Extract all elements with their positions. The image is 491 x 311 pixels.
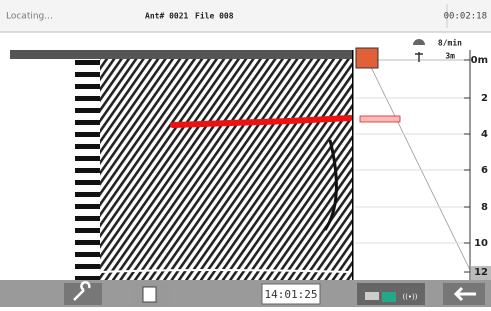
clock: 14:01:25 bbox=[265, 288, 318, 301]
depth-label: 0m bbox=[471, 55, 488, 66]
radargram bbox=[75, 59, 352, 280]
depth-label: 10 bbox=[474, 238, 488, 249]
range: 3m bbox=[445, 52, 455, 61]
distance-ruler bbox=[10, 50, 352, 59]
depth-label: 12 bbox=[474, 267, 488, 278]
top-bar bbox=[0, 0, 491, 32]
depth-label: 2 bbox=[481, 93, 488, 104]
file-id: File 008 bbox=[195, 11, 234, 21]
depth-label: 6 bbox=[481, 165, 488, 176]
direct-wave-bands bbox=[75, 59, 100, 280]
settings-button[interactable] bbox=[64, 283, 102, 305]
status-text: Locating... bbox=[6, 12, 53, 22]
antenna-icon bbox=[356, 48, 378, 68]
speed-icon bbox=[413, 39, 425, 45]
timer: 00:02:18 bbox=[444, 12, 487, 22]
gpr-screen: Locating... Ant# 0021 File 008 00:02:18 … bbox=[0, 0, 491, 307]
rate: 8/min bbox=[438, 38, 462, 48]
depth-label: 4 bbox=[481, 129, 488, 140]
antenna-id: Ant# 0021 bbox=[145, 12, 189, 21]
depth-label: 8 bbox=[481, 202, 488, 213]
svg-text:((•)): ((•)) bbox=[402, 293, 417, 301]
target-marker bbox=[360, 116, 400, 122]
